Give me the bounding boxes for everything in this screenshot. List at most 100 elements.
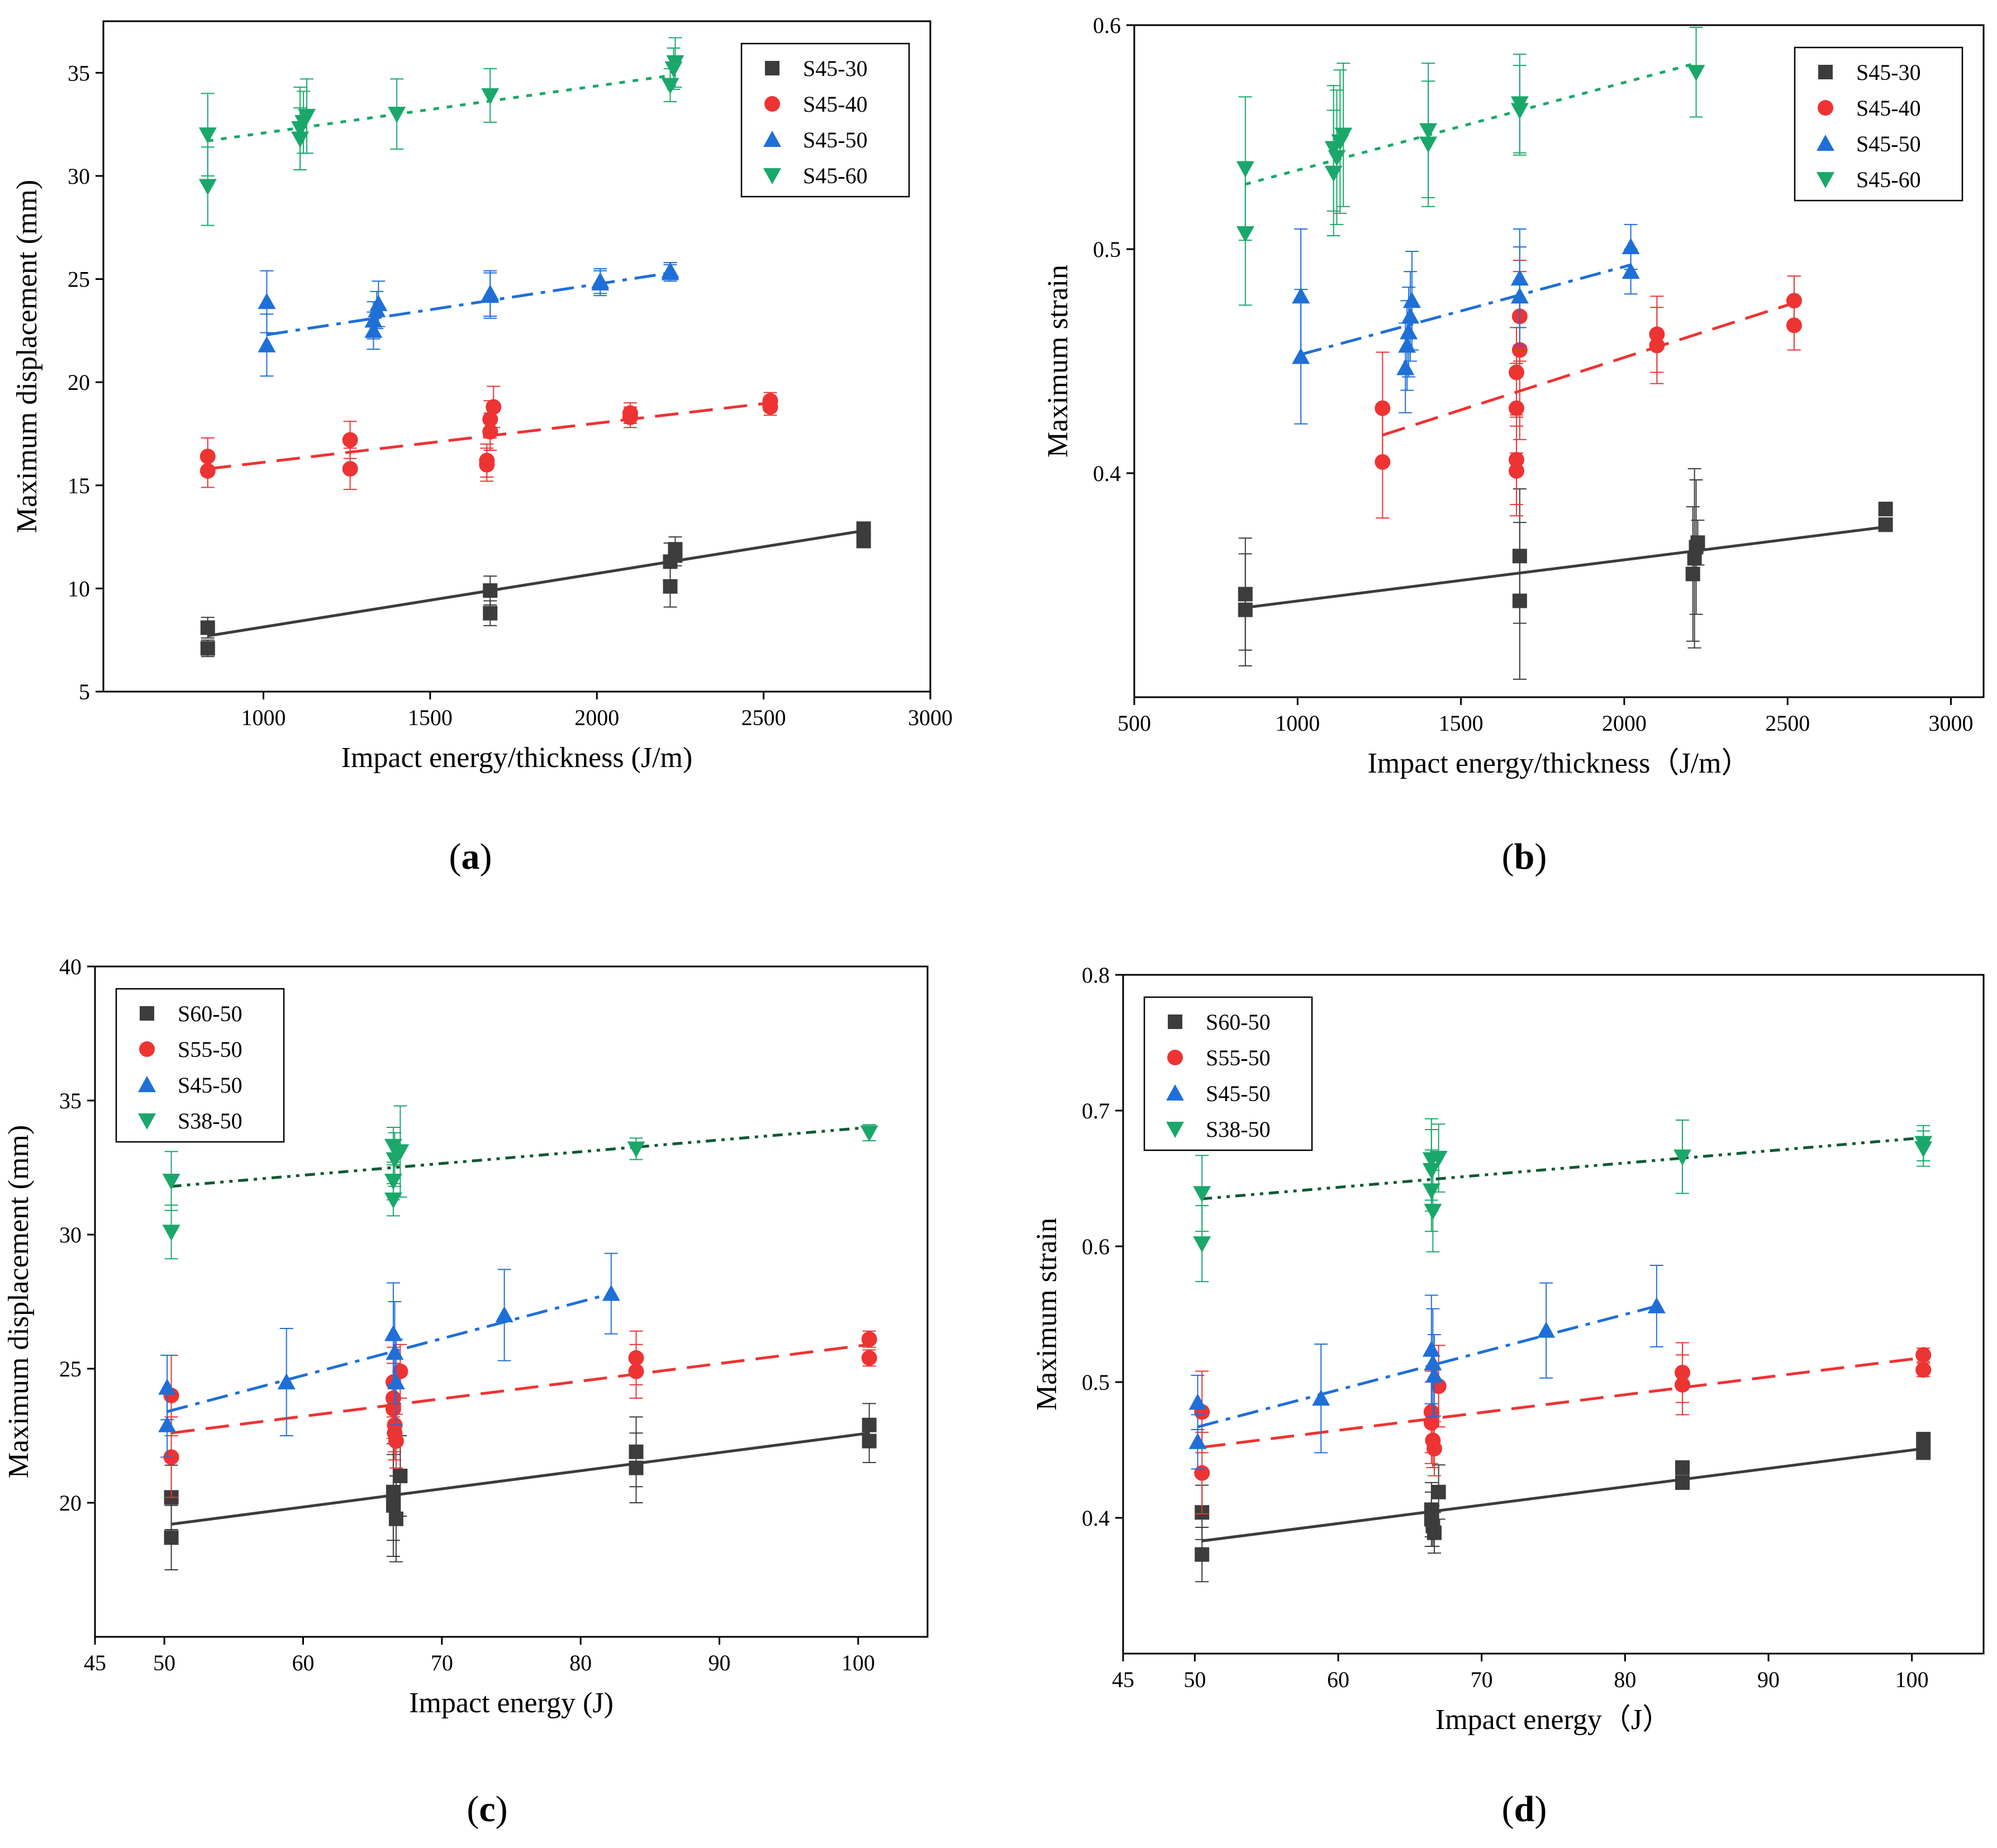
fit-line <box>171 1126 869 1188</box>
data-point <box>1509 463 1524 479</box>
series-S45-60 <box>1236 27 1705 306</box>
y-axis-title: Maximum displacement (mm) <box>3 1125 35 1479</box>
data-point <box>388 1433 404 1449</box>
data-point <box>1537 1321 1556 1338</box>
data-point <box>622 409 638 425</box>
data-point <box>1509 451 1524 468</box>
x-tick-label: 50 <box>1183 1667 1206 1692</box>
data-point <box>384 1192 402 1209</box>
data-point <box>1427 1525 1442 1540</box>
x-tick-label: 45 <box>1112 1667 1134 1692</box>
data-point <box>495 1306 513 1322</box>
x-tick-label: 60 <box>292 1650 315 1675</box>
panel-label-close: ) <box>1534 836 1547 877</box>
data-point <box>1396 359 1415 375</box>
data-point <box>1292 287 1310 304</box>
x-tick-label: 90 <box>709 1650 731 1675</box>
series-S45-40 <box>199 385 778 490</box>
legend-marker <box>140 1006 154 1021</box>
data-point <box>1647 1297 1666 1313</box>
x-tick-label: 70 <box>1471 1667 1493 1692</box>
panel-label-open: ( <box>467 1789 479 1830</box>
data-point <box>1622 263 1640 279</box>
series-S60-50 <box>164 1403 877 1570</box>
y-tick-label: 10 <box>68 576 90 601</box>
series-S45-40 <box>1375 260 1802 519</box>
data-point <box>342 461 358 477</box>
panel-label-open: ( <box>1502 1789 1514 1830</box>
data-point <box>386 1498 401 1513</box>
data-point <box>384 1174 402 1190</box>
y-tick-label: 25 <box>68 267 90 292</box>
data-point <box>591 274 610 290</box>
data-point <box>258 336 276 353</box>
plot-frame <box>1133 24 1985 698</box>
data-point <box>1512 593 1527 608</box>
data-point <box>1510 287 1529 304</box>
x-tick-label: 2000 <box>574 705 619 730</box>
y-tick-label: 0.7 <box>1082 1098 1110 1123</box>
data-point <box>291 131 310 148</box>
legend-marker <box>1167 1050 1183 1065</box>
data-point <box>200 641 215 656</box>
legend-label: S45-40 <box>803 92 868 117</box>
panel-label-close: ) <box>496 1789 508 1830</box>
data-point <box>364 321 383 338</box>
legend-label: S45-40 <box>1856 96 1921 121</box>
legend: S45-30 S45-40 S45-50 S45-60 <box>740 42 910 198</box>
fit-line <box>1245 61 1697 186</box>
data-point <box>1238 587 1253 602</box>
series-S55-50 <box>163 1330 877 1498</box>
legend-marker <box>763 131 781 147</box>
plot-frame <box>102 20 931 693</box>
data-point <box>666 55 684 72</box>
data-point <box>158 1416 177 1432</box>
x-tick-label: 80 <box>569 1650 592 1675</box>
series-S38-50 <box>162 1105 878 1260</box>
x-axis-title: Impact energy（J） <box>1435 1704 1671 1736</box>
data-point <box>1622 237 1640 254</box>
chart-panel-3: 45 50 60 70 80 90 100 20 25 30 35 40 Impact energy (… <box>3 954 929 1830</box>
data-point <box>1916 1445 1931 1460</box>
series-S45-50 <box>1188 1265 1666 1470</box>
x-tick-label: 1500 <box>408 705 453 730</box>
data-point <box>369 294 388 311</box>
data-point <box>1685 566 1700 582</box>
data-point <box>861 1350 877 1366</box>
data-point <box>200 620 215 635</box>
data-point <box>1188 1393 1207 1410</box>
chart-panel-4: 45 50 60 70 80 90 100 0.4 0.5 0.6 0.7 0.8 Impact ene… <box>1031 963 1985 1830</box>
data-point <box>1675 1475 1690 1490</box>
data-point <box>479 456 495 473</box>
y-tick-label: 0.4 <box>1093 461 1121 486</box>
data-point <box>628 1350 644 1366</box>
data-point <box>342 432 358 448</box>
legend-label: S45-50 <box>803 127 868 153</box>
y-tick-label: 15 <box>68 473 90 498</box>
data-point <box>861 1331 877 1347</box>
legend-marker <box>1818 100 1833 116</box>
data-point <box>1238 602 1253 617</box>
legend-label: S45-50 <box>178 1073 243 1098</box>
series-S45-30 <box>200 521 871 658</box>
series-S45-30 <box>1238 468 1893 680</box>
y-tick-label: 5 <box>79 679 90 704</box>
fit-line <box>1201 1356 1924 1449</box>
x-tick-label: 60 <box>1327 1667 1349 1692</box>
data-point <box>1402 292 1421 308</box>
data-point <box>629 1460 644 1475</box>
plot-frame <box>94 965 929 1638</box>
data-point <box>1292 347 1310 364</box>
data-point <box>1786 293 1802 309</box>
data-point <box>277 1373 296 1389</box>
y-tick-label: 0.8 <box>1082 963 1110 988</box>
data-point <box>1422 1183 1440 1200</box>
x-tick-label: 2000 <box>1602 711 1647 736</box>
legend-marker <box>1166 1084 1184 1101</box>
legend-marker <box>763 168 781 184</box>
data-point <box>1915 1362 1932 1378</box>
legend-marker <box>1168 1015 1182 1029</box>
x-tick-label: 100 <box>1895 1667 1929 1692</box>
data-point <box>1426 1441 1442 1457</box>
panel-label-letter: b <box>1514 836 1535 877</box>
